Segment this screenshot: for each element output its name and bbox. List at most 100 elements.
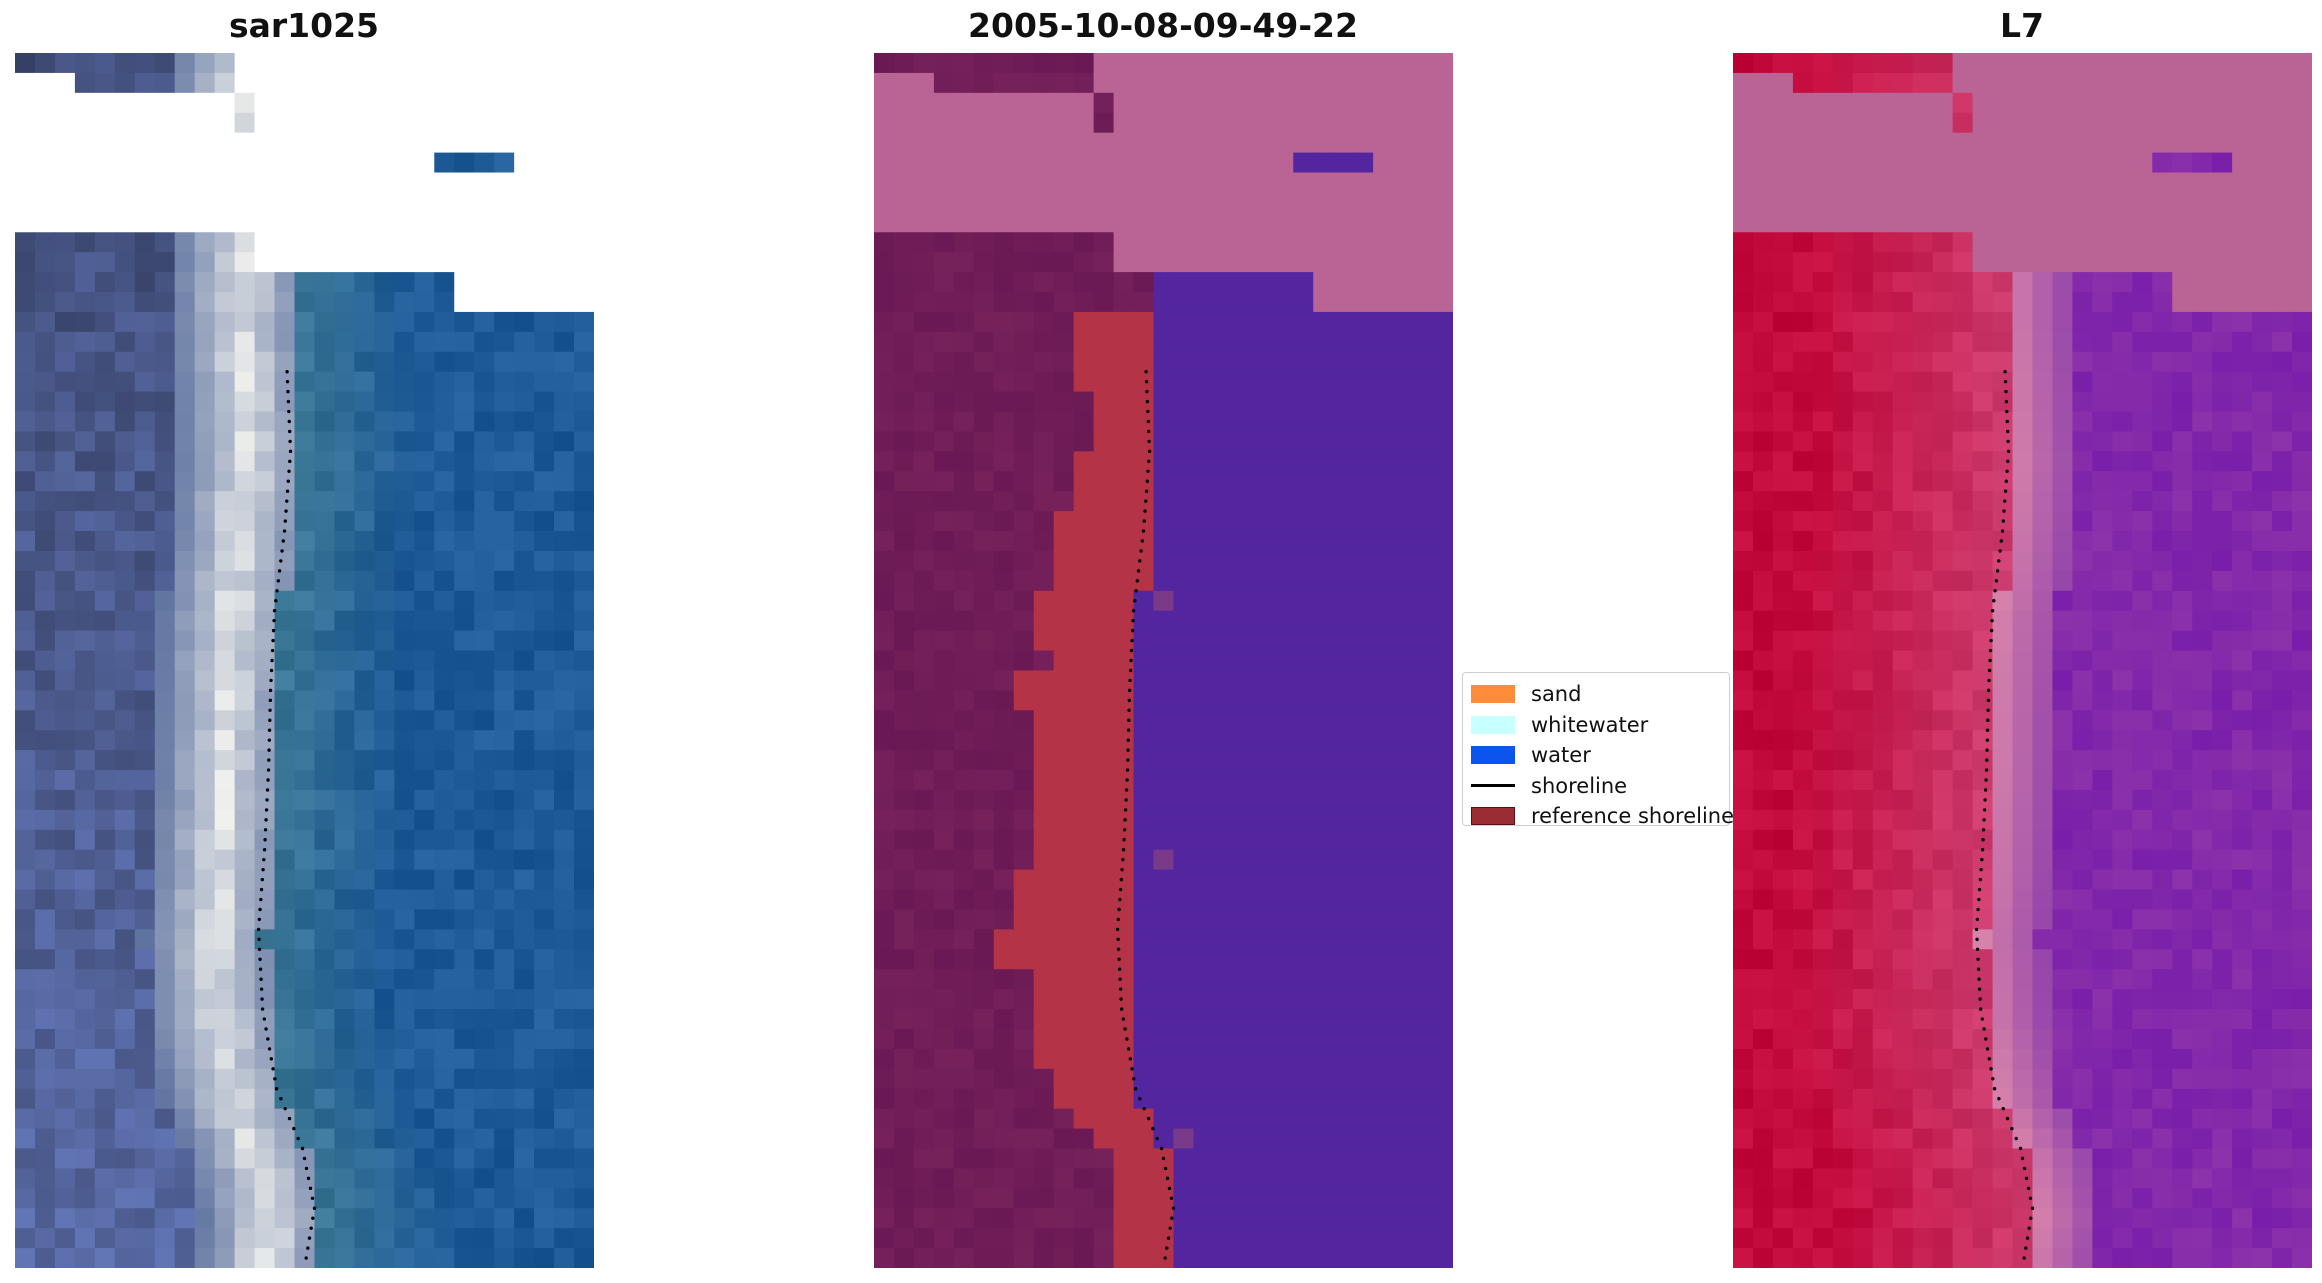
- rgb-pixel: [434, 989, 455, 1010]
- classified-pixel: [1413, 511, 1434, 532]
- rgb-pixel: [354, 889, 375, 911]
- classified-pixel: [1093, 1048, 1115, 1070]
- rgb-pixel: [394, 311, 415, 333]
- classified-pixel: [933, 511, 955, 532]
- classified-pixel: [1313, 92, 1334, 114]
- index-pixel: [1912, 192, 1934, 213]
- rgb-pixel: [314, 1128, 336, 1150]
- rgb-pixel: [174, 232, 196, 253]
- rgb-pixel: [194, 371, 216, 393]
- index-pixel: [2132, 909, 2153, 930]
- classified-pixel: [1353, 809, 1374, 831]
- rgb-pixel: [414, 710, 435, 731]
- classified-pixel: [1413, 531, 1434, 552]
- index-pixel: [1912, 909, 1934, 930]
- rgb-pixel: [214, 192, 236, 213]
- classified-pixel: [953, 1208, 975, 1229]
- rgb-pixel: [114, 1228, 136, 1249]
- classified-pixel: [1193, 690, 1215, 711]
- index-pixel: [2152, 670, 2173, 691]
- rgb-pixel: [114, 650, 136, 672]
- classified-pixel: [993, 550, 1015, 572]
- classified-pixel: [973, 491, 995, 512]
- classified-pixel: [1353, 1028, 1374, 1050]
- classified-pixel: [1373, 72, 1394, 94]
- index-pixel: [1752, 72, 1774, 94]
- index-pixel: [2132, 272, 2153, 293]
- index-pixel: [1892, 451, 1914, 472]
- index-pixel: [2112, 849, 2133, 871]
- rgb-pixel: [454, 331, 475, 353]
- rgb-pixel: [374, 112, 395, 134]
- classified-pixel: [913, 152, 935, 174]
- rgb-pixel: [434, 610, 455, 632]
- classified-pixel: [1313, 590, 1334, 612]
- index-pixel: [1932, 670, 1954, 691]
- classified-pixel: [1313, 889, 1334, 911]
- classified-pixel: [1313, 172, 1334, 194]
- rgb-pixel: [314, 232, 336, 253]
- index-pixel: [1752, 889, 1774, 911]
- index-pixel: [1952, 710, 1974, 731]
- rgb-pixel: [15, 670, 36, 691]
- classified-pixel: [1213, 570, 1234, 592]
- index-pixel: [2012, 132, 2034, 154]
- classified-pixel: [1373, 1188, 1394, 1209]
- index-pixel: [2032, 351, 2054, 373]
- rgb-pixel: [234, 152, 256, 174]
- classified-pixel: [1333, 471, 1354, 492]
- rgb-pixel: [514, 212, 535, 233]
- rgb-pixel: [194, 590, 216, 612]
- index-pixel: [2092, 650, 2113, 672]
- index-pixel: [2092, 690, 2113, 711]
- classified-pixel: [1213, 451, 1234, 472]
- classified-pixel: [993, 730, 1015, 751]
- index-pixel: [2012, 351, 2034, 373]
- rgb-pixel: [34, 989, 56, 1010]
- shoreline-point: [1159, 1146, 1164, 1151]
- index-pixel: [1952, 570, 1974, 592]
- index-pixel: [2032, 292, 2054, 313]
- rgb-pixel: [134, 72, 156, 94]
- index-pixel: [1733, 112, 1754, 134]
- classified-pixel: [1353, 471, 1374, 492]
- rgb-pixel: [414, 53, 435, 74]
- classified-pixel: [1073, 989, 1095, 1010]
- classified-pixel: [973, 570, 995, 592]
- index-pixel: [1812, 272, 1834, 293]
- classified-pixel: [1013, 1048, 1035, 1070]
- index-pixel: [2252, 351, 2273, 373]
- rgb-pixel: [254, 610, 276, 632]
- rgb-pixel: [214, 1248, 236, 1268]
- rgb-pixel: [154, 112, 176, 134]
- rgb-pixel: [234, 491, 256, 512]
- rgb-pixel: [74, 351, 96, 373]
- rgb-pixel: [394, 1228, 415, 1249]
- classified-pixel: [893, 1188, 915, 1209]
- rgb-pixel: [474, 730, 495, 751]
- rgb-pixel: [274, 272, 296, 293]
- rgb-pixel: [214, 252, 236, 273]
- index-pixel: [1832, 391, 1854, 413]
- index-pixel: [1992, 331, 2014, 353]
- rgb-pixel: [194, 272, 216, 293]
- rgb-pixel: [134, 969, 156, 990]
- rgb-pixel: [54, 1228, 76, 1249]
- rgb-pixel: [54, 1088, 76, 1110]
- classified-pixel: [933, 451, 955, 472]
- rgb-pixel: [434, 351, 455, 373]
- rgb-pixel: [194, 889, 216, 911]
- shoreline-point: [1118, 897, 1122, 902]
- rgb-pixel: [154, 152, 176, 174]
- classified-pixel: [1053, 750, 1075, 771]
- classified-pixel: [1193, 610, 1215, 632]
- rgb-pixel: [454, 531, 475, 552]
- rgb-pixel: [454, 989, 475, 1010]
- classified-pixel: [1393, 1048, 1414, 1070]
- index-pixel: [1752, 809, 1774, 831]
- shoreline-point: [268, 698, 273, 703]
- classified-pixel: [953, 550, 975, 572]
- classified-pixel: [993, 750, 1015, 771]
- index-pixel: [2252, 630, 2273, 652]
- classified-pixel: [1273, 650, 1294, 672]
